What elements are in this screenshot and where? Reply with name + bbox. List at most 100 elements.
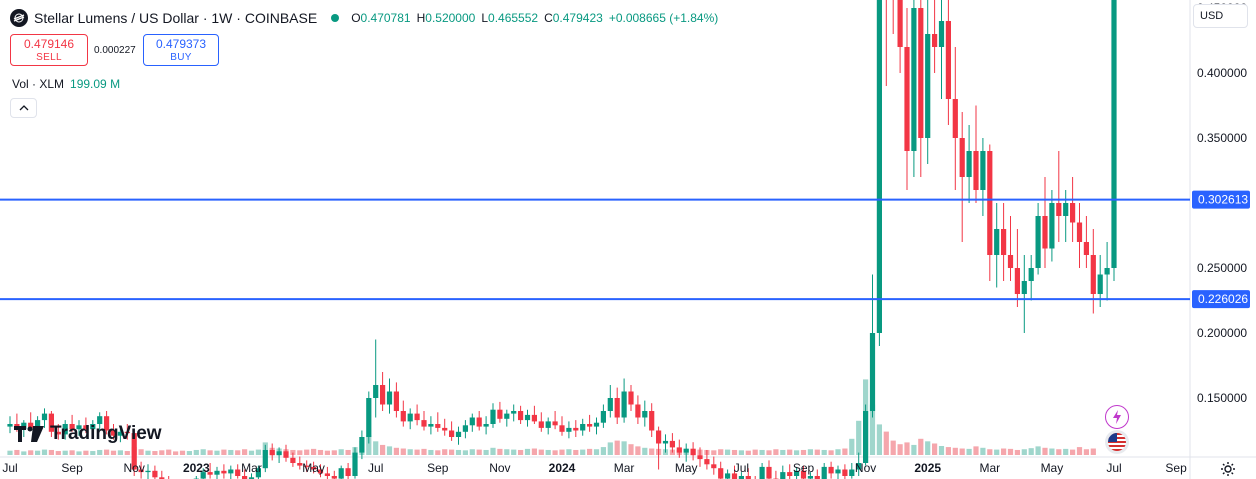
candle-body	[697, 455, 703, 460]
volume-bar	[186, 451, 192, 455]
volume-bar	[393, 447, 399, 455]
volume-bar	[918, 438, 924, 455]
volume-bar	[469, 449, 475, 455]
candle-body	[849, 469, 855, 476]
sell-button[interactable]: 0.479146 SELL	[10, 34, 88, 66]
x-tick-label: 2024	[549, 461, 576, 475]
volume-bar	[152, 451, 158, 455]
candle-body	[869, 333, 876, 411]
candle-body	[690, 448, 696, 456]
volume-bar	[1007, 448, 1014, 455]
high-label: H	[416, 11, 426, 25]
candle-body	[1028, 268, 1034, 281]
volume-bar	[731, 449, 738, 455]
volume-bar	[345, 449, 351, 455]
candle-body	[76, 425, 82, 430]
x-tick-label: Sep	[427, 461, 449, 475]
currency-selector[interactable]: USD	[1193, 4, 1248, 28]
candle-body	[414, 413, 420, 421]
volume-bar	[932, 443, 938, 455]
volume-bar	[83, 450, 89, 455]
candle-body	[552, 421, 558, 426]
volume-bar	[55, 451, 61, 455]
x-tick-label: Jul	[1106, 461, 1121, 475]
volume-bar	[587, 448, 593, 455]
volume-bar	[614, 440, 620, 455]
volume-bar	[511, 449, 517, 455]
candle-body	[766, 466, 772, 479]
candle-body	[41, 413, 48, 421]
candle-body	[587, 424, 593, 427]
settings-gear-icon[interactable]	[1219, 460, 1237, 478]
horizontal-level-badge[interactable]	[1192, 190, 1250, 209]
volume-bar	[580, 449, 586, 455]
volume-bar	[621, 441, 627, 455]
volume-bar	[876, 424, 882, 455]
volume-bar	[90, 451, 96, 455]
candle-body	[1021, 281, 1027, 294]
volume-legend[interactable]: Vol · XLM 199.09 M	[12, 77, 120, 91]
candle-body	[656, 430, 662, 444]
candle-body	[635, 404, 641, 418]
candle-body	[642, 411, 648, 418]
volume-bar	[331, 450, 337, 455]
volume-bar	[559, 449, 565, 455]
volume-bar	[911, 444, 917, 455]
volume-bar	[1070, 449, 1076, 455]
x-tick-label: Nov	[489, 461, 510, 475]
candle-body	[911, 8, 917, 151]
candle-body	[959, 138, 965, 177]
volume-bar	[725, 449, 731, 455]
volume-bar	[1028, 448, 1034, 455]
buy-button[interactable]: 0.479373 BUY	[143, 34, 219, 66]
candle-body	[904, 47, 910, 151]
candle-body	[1097, 274, 1103, 294]
us-flag-icon	[1108, 433, 1126, 451]
volume-bar	[221, 449, 227, 455]
volume-bar	[193, 449, 199, 455]
symbol-title[interactable]: Stellar Lumens / US Dollar · 1W · COINBA…	[34, 10, 318, 26]
volume-bar	[780, 449, 786, 455]
market-status-icon[interactable]	[331, 14, 340, 22]
volume-bar	[814, 449, 820, 455]
candle-body	[725, 473, 731, 479]
candle-body	[359, 437, 365, 453]
stellar-logo-icon	[10, 9, 28, 27]
candle-body	[614, 398, 620, 418]
volume-bar	[883, 431, 889, 455]
candle-body	[524, 414, 531, 421]
candle-body	[669, 440, 675, 448]
horizontal-level-badge[interactable]	[1192, 290, 1250, 309]
candle-body	[1076, 222, 1083, 242]
x-tick-label: Mar	[241, 461, 262, 475]
collapse-legend-button[interactable]	[10, 98, 37, 118]
candle-body	[242, 476, 248, 479]
candle-body	[297, 463, 303, 466]
volume-bar	[48, 449, 54, 455]
candle-body	[897, 0, 903, 47]
economic-events-icon[interactable]	[1105, 430, 1129, 454]
tradingview-logo[interactable]: TradingView	[14, 423, 162, 445]
candle-body	[145, 470, 151, 473]
candle-body	[104, 416, 110, 431]
candle-body	[221, 470, 227, 474]
candle-body	[1090, 255, 1096, 294]
volume-bar	[987, 449, 993, 455]
volume-bar	[538, 449, 544, 455]
candle-body	[987, 151, 993, 255]
volume-bar	[28, 450, 34, 455]
x-tick-label: Nov	[124, 461, 145, 475]
y-tick-label: 0.200000	[1197, 326, 1247, 340]
candle-body	[800, 470, 807, 479]
candle-body	[435, 424, 441, 428]
candle-body	[1111, 0, 1117, 268]
lightning-alert-icon[interactable]	[1105, 405, 1129, 429]
x-tick-label: 2025	[914, 461, 941, 475]
candle-body	[607, 398, 613, 411]
volume-bar	[173, 451, 179, 455]
candle-body	[918, 8, 924, 138]
volume-bar	[759, 449, 765, 455]
volume-bar	[1056, 449, 1062, 455]
volume-bar	[635, 446, 641, 455]
